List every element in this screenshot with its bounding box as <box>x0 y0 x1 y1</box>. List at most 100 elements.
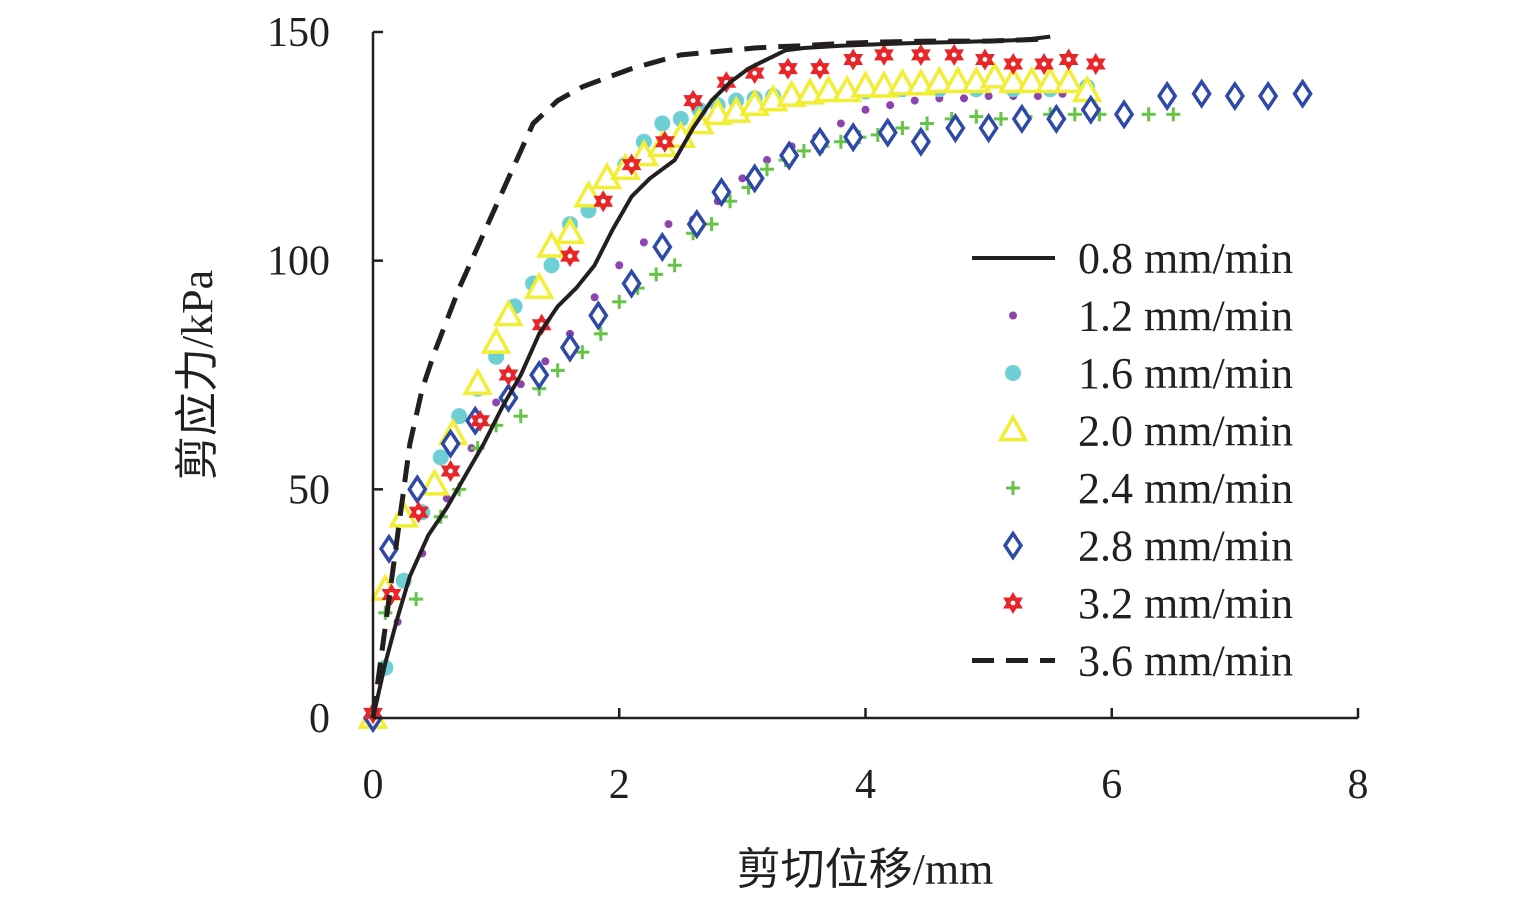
data-point <box>672 110 689 127</box>
legend-swatch <box>1006 481 1020 495</box>
data-point <box>529 359 550 391</box>
legend-item: 2.8 mm/min <box>1002 522 1293 571</box>
data-point <box>1016 65 1048 94</box>
data-point <box>451 408 468 425</box>
data-point <box>1046 103 1067 135</box>
data-point <box>711 176 732 208</box>
data-point-down <box>843 53 864 71</box>
data-point-center <box>951 52 957 58</box>
data-point <box>560 245 580 268</box>
data-point-down <box>621 159 642 176</box>
data-point-down <box>744 67 765 85</box>
y-tick-label: 50 <box>288 467 330 513</box>
data-point <box>588 300 609 331</box>
data-point <box>654 130 675 153</box>
data-point <box>1058 48 1079 71</box>
data-point <box>498 364 519 386</box>
data-point <box>440 460 461 483</box>
data-point <box>667 258 682 273</box>
data-point <box>664 220 673 229</box>
data-point <box>493 298 524 327</box>
data-point-down <box>1034 58 1054 76</box>
data-point <box>554 216 586 245</box>
data-point-down <box>408 506 429 524</box>
data-point <box>612 294 627 309</box>
data-point <box>861 105 870 114</box>
data-point <box>944 43 965 66</box>
data-point <box>440 428 461 459</box>
data-point <box>809 126 831 157</box>
data-point <box>778 57 798 80</box>
data-point <box>874 43 894 66</box>
data-point-center <box>477 418 483 424</box>
legend-item: 0.8 mm/min <box>972 234 1293 283</box>
data-point-down <box>911 49 931 66</box>
data-point <box>573 180 604 208</box>
legend-item: 2.4 mm/min <box>1006 464 1293 513</box>
legend-item: 1.6 mm/min <box>1005 349 1293 398</box>
data-point <box>975 48 995 71</box>
data-point <box>993 111 1008 126</box>
x-axis-title: 剪切位移/mm <box>737 845 994 894</box>
data-point-center <box>416 509 421 515</box>
data-point <box>763 156 771 165</box>
data-point <box>810 57 830 80</box>
data-point <box>1033 92 1042 101</box>
data-point <box>492 398 501 407</box>
data-point-center <box>662 139 668 145</box>
y-axis-title: 剪应力/kPa <box>173 270 222 480</box>
data-point <box>407 474 428 505</box>
data-point <box>1224 80 1245 112</box>
data-point <box>895 121 910 136</box>
data-point <box>1113 99 1135 130</box>
data-point <box>796 143 811 158</box>
data-point-center <box>982 57 988 62</box>
data-point <box>1034 65 1066 94</box>
data-point-down <box>1003 58 1024 76</box>
data-point-center <box>817 66 823 71</box>
data-point <box>744 163 765 194</box>
legend-label: 3.6 mm/min <box>1078 637 1293 686</box>
data-point <box>920 116 935 131</box>
data-point <box>462 367 493 395</box>
y-tick-label: 0 <box>309 696 330 742</box>
data-point <box>408 501 429 524</box>
data-point-center <box>785 66 791 71</box>
data-point-center <box>448 468 453 474</box>
data-point <box>559 332 581 363</box>
data-point-center <box>1066 57 1072 62</box>
data-point <box>843 48 864 71</box>
data-point <box>1258 80 1279 112</box>
data-point <box>536 230 567 258</box>
legend-item: 3.6 mm/min <box>972 637 1293 686</box>
data-point-down <box>654 136 675 153</box>
data-point <box>639 238 648 247</box>
data-point <box>813 74 844 103</box>
data-point-down <box>440 465 461 483</box>
data-point-down <box>498 369 519 386</box>
x-tick-label: 6 <box>1101 762 1122 808</box>
data-point-down <box>944 49 965 66</box>
data-point <box>543 257 560 274</box>
data-point <box>942 65 974 94</box>
data-point <box>593 190 614 213</box>
data-point <box>877 117 898 148</box>
data-point <box>1292 78 1313 109</box>
legend-swatch <box>1003 592 1023 614</box>
data-point <box>1085 53 1106 76</box>
data-point <box>1011 103 1032 135</box>
data-point <box>649 267 664 282</box>
data-point <box>621 268 642 299</box>
data-point <box>843 122 864 153</box>
legend-label: 2.0 mm/min <box>1078 407 1293 456</box>
legend-label: 2.4 mm/min <box>1078 464 1293 513</box>
data-point <box>541 357 550 366</box>
data-point <box>1053 65 1084 94</box>
y-tick-label: 100 <box>267 239 330 285</box>
data-point-down <box>810 63 830 80</box>
data-point-center <box>506 372 511 378</box>
data-point <box>480 326 512 354</box>
data-point <box>1141 107 1156 122</box>
series-0 <box>371 34 1051 719</box>
